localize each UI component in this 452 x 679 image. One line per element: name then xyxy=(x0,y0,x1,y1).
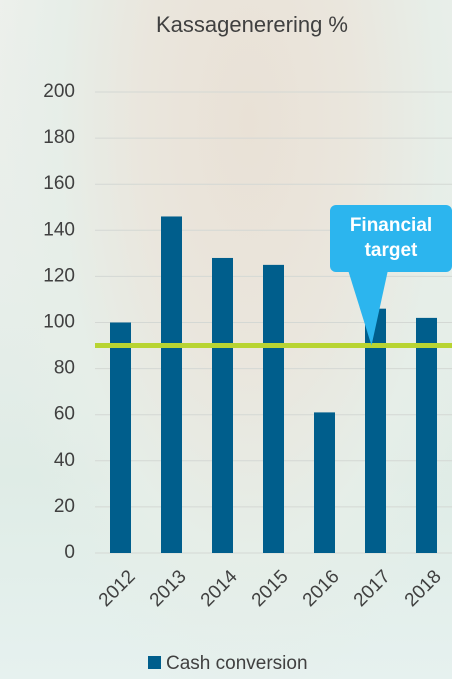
bar xyxy=(416,318,437,553)
y-tick-label: 120 xyxy=(43,265,75,286)
y-tick-label: 200 xyxy=(43,81,75,102)
x-tick-label: 2012 xyxy=(95,566,140,611)
bar xyxy=(263,265,284,553)
x-tick-label: 2013 xyxy=(146,566,191,611)
page: Kassagenerering % 0 20 40 60 80 100 120 140 160 1… xyxy=(0,0,452,679)
annotation-box: Financial target xyxy=(330,205,452,272)
x-tick-label: 2014 xyxy=(197,566,242,611)
y-tick-label: 180 xyxy=(43,127,75,148)
chart-title: Kassagenerering % xyxy=(156,12,348,37)
y-tick-label: 60 xyxy=(54,404,75,425)
y-tick-label: 20 xyxy=(54,496,75,517)
bar xyxy=(212,258,233,553)
annotation-text: Financial target xyxy=(341,214,441,263)
y-tick-label: 140 xyxy=(43,219,75,240)
y-tick-label: 160 xyxy=(43,173,75,194)
y-tick-label: 0 xyxy=(64,542,75,563)
legend-swatch xyxy=(148,656,161,669)
bar xyxy=(314,412,335,553)
y-tick-label: 100 xyxy=(43,312,75,333)
x-tick-label: 2016 xyxy=(299,566,344,611)
x-tick-label: 2017 xyxy=(350,566,395,611)
y-tick-label: 40 xyxy=(54,450,75,471)
x-tick-label: 2018 xyxy=(401,566,446,611)
chart: Kassagenerering % 0 20 40 60 80 100 120 140 160 1… xyxy=(0,0,452,679)
bar xyxy=(110,323,131,554)
y-tick-label: 80 xyxy=(54,358,75,379)
bar xyxy=(161,216,182,553)
legend-label: Cash conversion xyxy=(166,653,308,674)
x-tick-label: 2015 xyxy=(248,566,293,611)
